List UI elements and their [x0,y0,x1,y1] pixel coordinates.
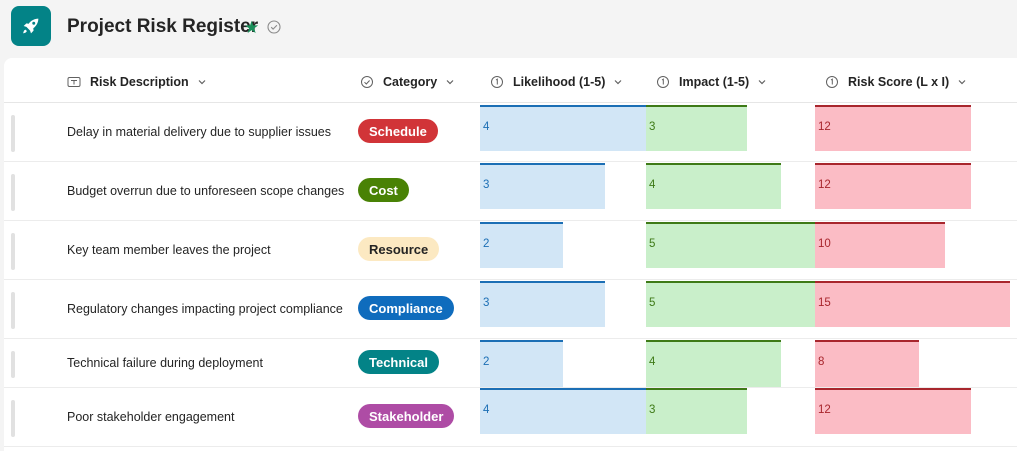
table-row[interactable]: Key team member leaves the project Resour… [4,221,1017,280]
row-divider [4,387,1017,388]
chevron-down-icon[interactable] [957,77,967,87]
risk-score-bar: 12 [815,163,971,209]
number-column-icon [825,75,839,89]
row-select-handle[interactable] [11,351,15,378]
star-icon[interactable]: ★ [244,18,260,37]
row-select-handle[interactable] [11,115,15,152]
risk-description: Technical failure during deployment [67,356,263,370]
likelihood-bar: 2 [480,340,563,387]
table-row[interactable]: Delay in material delivery due to suppli… [4,103,1017,162]
impact-bar: 4 [646,163,781,209]
row-divider [4,279,1017,280]
column-header-likelihood[interactable]: Likelihood (1-5) [490,68,623,96]
impact-bar: 3 [646,105,747,151]
row-divider [4,446,1017,447]
category-badge: Resource [358,237,440,261]
risk-description: Regulatory changes impacting project com… [67,302,343,316]
column-header-risk-description[interactable]: Risk Description [67,68,207,96]
column-header-label: Risk Description [90,75,189,89]
chevron-down-icon[interactable] [445,77,455,87]
category-badge: Cost [358,178,409,202]
number-column-icon [656,75,670,89]
column-header-label: Likelihood (1-5) [513,75,606,89]
header-divider [4,102,1017,103]
risk-score-bar: 15 [815,281,1010,327]
row-select-handle[interactable] [11,400,15,437]
column-header-label: Risk Score (L x I) [848,75,950,89]
chevron-down-icon[interactable] [197,77,207,87]
column-header-category[interactable]: Category [360,68,455,96]
risk-score-bar: 10 [815,222,945,268]
risk-description: Budget overrun due to unforeseen scope c… [67,184,345,198]
likelihood-bar: 4 [480,388,646,434]
row-divider [4,338,1017,339]
chevron-down-icon[interactable] [613,77,623,87]
category-badge: Compliance [358,296,454,320]
impact-bar: 5 [646,222,815,268]
likelihood-bar: 2 [480,222,563,268]
table-row[interactable]: Budget overrun due to unforeseen scope c… [4,162,1017,221]
row-divider [4,161,1017,162]
category-badge: Stakeholder [358,404,455,428]
risk-description: Poor stakeholder engagement [67,410,235,424]
column-header-label: Impact (1-5) [679,75,750,89]
number-column-icon [490,75,504,89]
likelihood-bar: 3 [480,163,605,209]
top-bar: Project Risk Register ★ [0,0,1017,60]
row-select-handle[interactable] [11,292,15,329]
risk-score-bar: 12 [815,105,971,151]
likelihood-bar: 4 [480,105,646,151]
risk-score-bar: 12 [815,388,971,434]
column-header-impact[interactable]: Impact (1-5) [656,68,767,96]
column-header-risk-score[interactable]: Risk Score (L x I) [825,68,967,96]
impact-bar: 4 [646,340,781,387]
likelihood-bar: 3 [480,281,605,327]
risk-description: Delay in material delivery due to suppli… [67,125,332,139]
category-badge: Technical [358,350,440,374]
impact-bar: 5 [646,281,815,327]
table-row[interactable]: Technical failure during deployment Techn… [4,339,1017,388]
chevron-down-icon[interactable] [757,77,767,87]
table-row[interactable]: Poor stakeholder engagement Stakeholder 4 3… [4,388,1017,447]
impact-bar: 3 [646,388,747,434]
risk-description: Key team member leaves the project [67,243,271,257]
column-header-label: Category [383,75,438,89]
table-row[interactable]: Regulatory changes impacting project com… [4,280,1017,339]
row-select-handle[interactable] [11,233,15,270]
rocket-icon[interactable] [11,6,51,46]
page-title: Project Risk Register [67,16,259,37]
choice-column-icon [360,75,374,89]
row-divider [4,220,1017,221]
text-column-icon [67,75,81,89]
category-badge: Schedule [358,119,438,143]
risk-score-bar: 8 [815,340,919,387]
row-select-handle[interactable] [11,174,15,211]
checkmark-circle-icon[interactable] [267,20,281,34]
